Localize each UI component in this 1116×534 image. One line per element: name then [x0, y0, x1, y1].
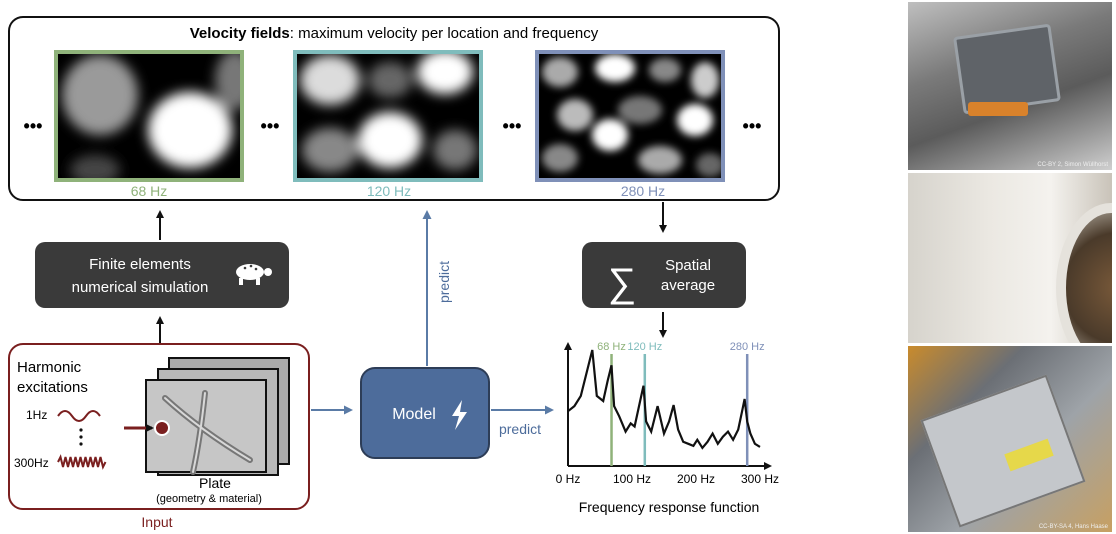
frf-chart: 68 Hz 120 Hz 280 Hz 0 Hz 100 Hz 200 Hz 300 Hz…: [556, 341, 779, 515]
sum-icon: ∑: [608, 261, 637, 305]
low-freq-label: 1Hz: [26, 408, 47, 422]
plate-stack: [145, 357, 290, 476]
model-box: Model: [360, 367, 490, 459]
field-label-68hz: 68 Hz: [131, 183, 168, 199]
field-label-120hz: 120 Hz: [367, 183, 411, 199]
harmonic-title-1: Harmonic: [17, 359, 82, 376]
frf-marker-label-1: 120 Hz: [627, 341, 662, 353]
input-label: Input: [141, 514, 172, 530]
velocity-field-120hz: [293, 50, 483, 182]
ellipsis-4: •••: [743, 116, 762, 136]
computer-case-photo: CC-BY-SA 4, Hans Haase: [908, 346, 1112, 532]
ellipsis-1: •••: [24, 116, 43, 136]
input-panel: Harmonic excitations 1Hz 300Hz Plate (ge…: [8, 343, 310, 510]
frf-curve: [567, 349, 761, 450]
transmission-photo: CC-BY 2, Simon Wüllhorst: [908, 2, 1112, 170]
spatial-average-box: ∑ Spatial average: [582, 242, 746, 308]
field-label-280hz: 280 Hz: [621, 183, 665, 199]
high-freq-label: 300Hz: [14, 456, 49, 470]
fem-line2: numerical simulation: [72, 279, 209, 296]
predict-horizontal-label: predict: [499, 421, 541, 437]
frf-marker-label-0: 68 Hz: [597, 341, 626, 353]
plate-label: Plate: [199, 475, 231, 491]
ellipsis-2: •••: [261, 116, 280, 136]
spatial-line1: Spatial: [665, 257, 711, 274]
excitation-point: [154, 420, 170, 436]
frf-x-tick-3: 300 Hz: [741, 472, 779, 486]
velocity-fields-panel: Velocity fields: maximum velocity per lo…: [8, 16, 780, 201]
frf-x-tick-1: 100 Hz: [613, 472, 651, 486]
model-label: Model: [392, 406, 436, 423]
photo-credit-1: CC-BY 2, Simon Wüllhorst: [1037, 162, 1108, 168]
ellipsis-3: •••: [503, 116, 522, 136]
predict-vertical-label: predict: [436, 261, 452, 303]
spatial-line2: average: [661, 277, 715, 294]
fem-simulation-box: Finite elements numerical simulation: [35, 242, 289, 308]
frf-title: Frequency response function: [579, 499, 760, 515]
lightning-icon: [452, 400, 467, 430]
photo-credit-3: CC-BY-SA 4, Hans Haase: [1038, 524, 1108, 530]
frf-x-tick-0: 0 Hz: [556, 472, 581, 486]
velocity-field-280hz: [535, 50, 725, 182]
harmonic-title-2: excitations: [17, 379, 88, 396]
washing-machine-photo: [908, 173, 1112, 343]
velocity-panel-title: Velocity fields: maximum velocity per lo…: [190, 25, 599, 42]
frf-marker-label-2: 280 Hz: [730, 341, 765, 353]
high-freq-wave: [57, 454, 107, 470]
frf-x-tick-2: 200 Hz: [677, 472, 715, 486]
velocity-field-68hz: [54, 50, 244, 182]
plate-sublabel: (geometry & material): [156, 493, 262, 505]
low-freq-wave: [57, 410, 101, 422]
turtle-icon: [236, 264, 272, 285]
fem-line1: Finite elements: [89, 256, 191, 273]
